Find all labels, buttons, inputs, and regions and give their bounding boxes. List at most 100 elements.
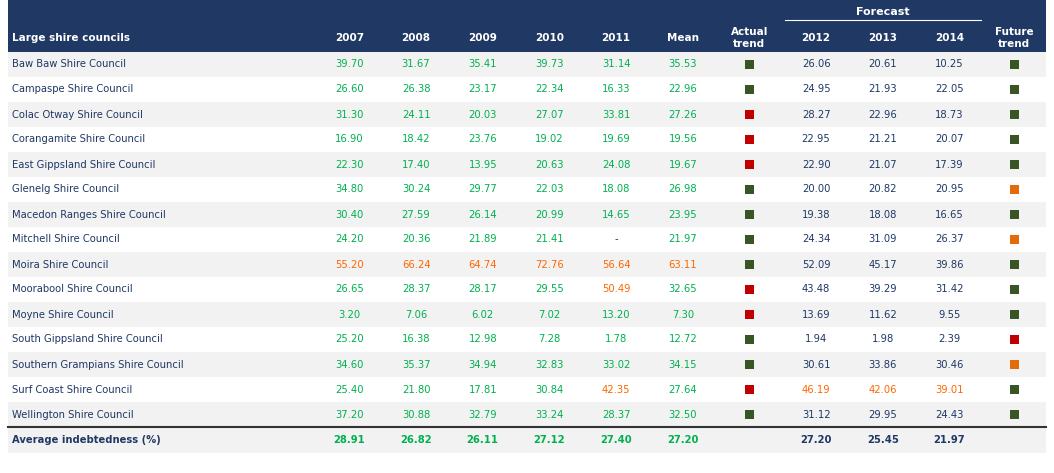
Text: 22.05: 22.05 (935, 85, 963, 95)
Text: 21.80: 21.80 (402, 385, 430, 394)
Text: 25.45: 25.45 (866, 435, 899, 445)
Text: 30.40: 30.40 (335, 210, 364, 219)
Bar (745, 310, 754, 319)
Text: 27.20: 27.20 (667, 435, 699, 445)
Text: 29.77: 29.77 (468, 184, 497, 194)
Text: 37.20: 37.20 (335, 410, 364, 420)
Text: 29.55: 29.55 (535, 284, 564, 295)
Text: 35.37: 35.37 (402, 359, 430, 369)
Bar (1010, 110, 1019, 119)
Text: Southern Grampians Shire Council: Southern Grampians Shire Council (12, 359, 183, 369)
Text: 18.42: 18.42 (402, 134, 430, 144)
Bar (8, 453, 1046, 473)
Text: 31.30: 31.30 (335, 110, 364, 120)
Bar (745, 135, 754, 144)
Text: Moira Shire Council: Moira Shire Council (12, 260, 109, 270)
Text: 28.37: 28.37 (402, 284, 430, 295)
Text: 19.56: 19.56 (668, 134, 697, 144)
Text: 26.82: 26.82 (401, 435, 432, 445)
Text: 2013: 2013 (868, 33, 897, 43)
Text: 30.61: 30.61 (802, 359, 831, 369)
Text: 27.59: 27.59 (402, 210, 430, 219)
Text: 45.17: 45.17 (868, 260, 897, 270)
Text: Corangamite Shire Council: Corangamite Shire Council (12, 134, 145, 144)
Text: 22.34: 22.34 (535, 85, 564, 95)
Text: 7.02: 7.02 (539, 309, 561, 319)
Bar (8, 0, 1046, 52)
Text: 7.06: 7.06 (405, 309, 427, 319)
Text: 20.95: 20.95 (935, 184, 963, 194)
Text: 43.48: 43.48 (802, 284, 831, 295)
Bar (8, 327, 1046, 352)
Text: 35.41: 35.41 (468, 60, 497, 70)
Bar (8, 402, 1046, 427)
Text: Future
trend: Future trend (995, 27, 1034, 49)
Text: 29.95: 29.95 (868, 410, 897, 420)
Text: 31.09: 31.09 (868, 235, 897, 245)
Bar (1010, 160, 1019, 169)
Text: 2012: 2012 (802, 33, 831, 43)
Text: 34.15: 34.15 (668, 359, 697, 369)
Text: 20.61: 20.61 (868, 60, 897, 70)
Bar (745, 60, 754, 69)
Text: 7.30: 7.30 (671, 309, 694, 319)
Bar (8, 77, 1046, 102)
Text: 2.39: 2.39 (938, 334, 960, 344)
Text: 22.03: 22.03 (535, 184, 564, 194)
Bar (1010, 310, 1019, 319)
Text: 63.11: 63.11 (668, 260, 697, 270)
Text: 20.00: 20.00 (802, 184, 831, 194)
Text: 39.86: 39.86 (935, 260, 963, 270)
Bar (8, 252, 1046, 277)
Text: Campaspe Shire Council: Campaspe Shire Council (12, 85, 133, 95)
Text: 26.11: 26.11 (467, 435, 499, 445)
Text: 32.50: 32.50 (668, 410, 697, 420)
Bar (745, 160, 754, 169)
Text: 17.40: 17.40 (402, 159, 430, 169)
Bar (745, 285, 754, 294)
Text: 7.28: 7.28 (539, 334, 561, 344)
Bar (8, 102, 1046, 127)
Text: 22.95: 22.95 (802, 134, 831, 144)
Bar (1010, 360, 1019, 369)
Text: South Gippsland Shire Council: South Gippsland Shire Council (12, 334, 162, 344)
Text: 12.98: 12.98 (468, 334, 497, 344)
Bar (1010, 410, 1019, 419)
Bar (8, 52, 1046, 77)
Text: Macedon Ranges Shire Council: Macedon Ranges Shire Council (12, 210, 165, 219)
Bar (745, 210, 754, 219)
Text: 27.26: 27.26 (668, 110, 697, 120)
Text: Large shire councils: Large shire councils (12, 33, 130, 43)
Text: 13.20: 13.20 (602, 309, 630, 319)
Bar (8, 202, 1046, 227)
Text: 52.09: 52.09 (802, 260, 831, 270)
Text: 23.95: 23.95 (668, 210, 697, 219)
Text: 34.60: 34.60 (335, 359, 364, 369)
Text: 31.14: 31.14 (602, 60, 630, 70)
Bar (8, 227, 1046, 252)
Text: 26.38: 26.38 (402, 85, 430, 95)
Text: 31.67: 31.67 (402, 60, 430, 70)
Text: 22.90: 22.90 (802, 159, 831, 169)
Text: 39.29: 39.29 (868, 284, 897, 295)
Text: 3.20: 3.20 (338, 309, 360, 319)
Text: Mitchell Shire Council: Mitchell Shire Council (12, 235, 120, 245)
Text: 21.89: 21.89 (468, 235, 497, 245)
Text: 17.39: 17.39 (935, 159, 963, 169)
Text: 24.20: 24.20 (335, 235, 364, 245)
Bar (1010, 335, 1019, 344)
Text: 22.30: 22.30 (335, 159, 364, 169)
Text: 39.73: 39.73 (535, 60, 564, 70)
Text: 20.36: 20.36 (402, 235, 430, 245)
Text: 21.97: 21.97 (668, 235, 697, 245)
Text: 32.65: 32.65 (668, 284, 697, 295)
Text: 30.46: 30.46 (935, 359, 963, 369)
Bar (8, 152, 1046, 177)
Text: 28.27: 28.27 (802, 110, 831, 120)
Bar (8, 352, 1046, 377)
Text: 9.55: 9.55 (938, 309, 960, 319)
Text: 66.24: 66.24 (402, 260, 430, 270)
Bar (8, 127, 1046, 152)
Text: Moorabool Shire Council: Moorabool Shire Council (12, 284, 133, 295)
Text: Forecast: Forecast (856, 7, 910, 17)
